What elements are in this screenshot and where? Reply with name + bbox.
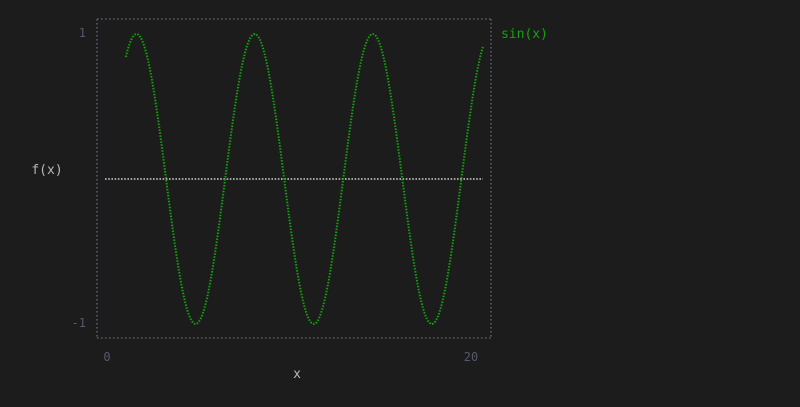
y-axis-label: f(x) [31,163,62,178]
x-axis-label: x [293,367,301,382]
y-tick-label-top: 1 [79,26,86,40]
series-line-0 [124,32,484,326]
plot-frame [96,18,492,339]
series-layer [124,32,484,326]
x-tick-label-right: 20 [464,350,478,364]
x-tick-label-left: 0 [103,350,110,364]
y-tick-label-bottom: -1 [72,316,86,330]
legend-label-sin: sin(x) [501,27,548,42]
